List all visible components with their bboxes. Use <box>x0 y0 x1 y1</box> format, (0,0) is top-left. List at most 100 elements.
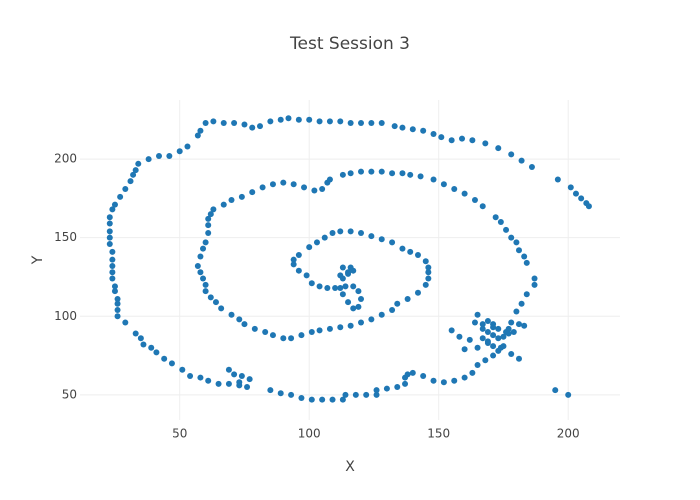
point <box>329 396 336 403</box>
point <box>347 264 354 271</box>
point <box>389 306 396 313</box>
point <box>301 184 308 191</box>
point <box>471 196 478 203</box>
point <box>565 391 572 398</box>
point <box>194 262 201 269</box>
point <box>508 319 515 326</box>
y-tick-label: 200 <box>54 152 77 166</box>
point <box>290 256 297 263</box>
point <box>155 152 162 159</box>
point <box>290 181 297 188</box>
point <box>205 215 212 222</box>
point <box>220 201 227 208</box>
point <box>492 214 499 221</box>
point <box>448 137 455 144</box>
point <box>308 280 315 287</box>
point <box>490 352 497 359</box>
x-tick-label: 50 <box>172 427 187 441</box>
point <box>140 341 147 348</box>
point <box>316 283 323 290</box>
point <box>137 335 144 342</box>
point <box>212 299 219 306</box>
point <box>497 218 504 225</box>
point <box>106 234 113 241</box>
point <box>176 148 183 155</box>
point <box>277 390 284 397</box>
point <box>135 160 142 167</box>
point <box>106 240 113 247</box>
point <box>420 127 427 134</box>
point <box>311 187 318 194</box>
point <box>326 118 333 125</box>
x-tick-label: 200 <box>557 427 580 441</box>
point <box>122 319 129 326</box>
point <box>202 288 209 295</box>
point <box>241 321 248 328</box>
point <box>308 328 315 335</box>
point <box>207 211 214 218</box>
point <box>510 328 517 335</box>
point <box>352 391 359 398</box>
point <box>513 239 520 246</box>
point <box>484 339 491 346</box>
point <box>554 176 561 183</box>
point <box>210 206 217 213</box>
point <box>422 258 429 265</box>
point <box>368 316 375 323</box>
point <box>484 328 491 335</box>
point <box>316 118 323 125</box>
point <box>241 121 248 128</box>
point <box>202 119 209 126</box>
point <box>378 236 385 243</box>
point <box>187 372 194 379</box>
point <box>479 325 486 332</box>
point <box>109 206 116 213</box>
point <box>114 313 121 320</box>
point <box>503 226 510 233</box>
point <box>497 344 504 351</box>
point <box>567 184 574 191</box>
point <box>523 259 530 266</box>
point <box>479 203 486 210</box>
point <box>417 173 424 180</box>
point <box>552 387 559 394</box>
point <box>228 311 235 318</box>
point <box>373 387 380 394</box>
point <box>290 261 297 268</box>
point <box>425 275 432 282</box>
point <box>145 156 152 163</box>
point <box>378 119 385 126</box>
point <box>337 118 344 125</box>
point <box>451 377 458 384</box>
point <box>306 244 313 251</box>
point <box>111 283 118 290</box>
point <box>495 145 502 152</box>
point <box>378 168 385 175</box>
y-axis-title: Y <box>30 255 46 265</box>
point <box>259 184 266 191</box>
point <box>111 288 118 295</box>
point <box>479 335 486 342</box>
point <box>106 228 113 235</box>
point <box>518 300 525 307</box>
point <box>122 185 129 192</box>
point <box>218 305 225 312</box>
point <box>238 193 245 200</box>
point <box>339 264 346 271</box>
point <box>308 396 315 403</box>
point <box>313 239 320 246</box>
point <box>109 256 116 263</box>
point <box>277 116 284 123</box>
point <box>515 321 522 328</box>
point <box>508 350 515 357</box>
point <box>316 327 323 334</box>
point <box>249 189 256 196</box>
point <box>295 251 302 258</box>
point <box>205 377 212 384</box>
point <box>246 376 253 383</box>
point <box>111 201 118 208</box>
point <box>194 132 201 139</box>
point <box>399 124 406 131</box>
point <box>337 324 344 331</box>
